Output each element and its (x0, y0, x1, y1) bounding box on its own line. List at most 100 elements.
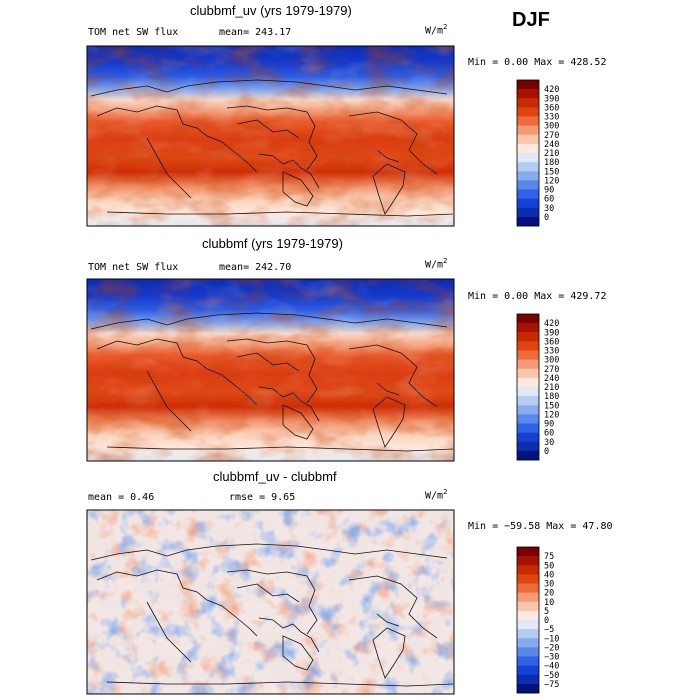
colorbar-swatch (517, 180, 539, 190)
colorbar-swatch (517, 80, 539, 90)
colorbar-tick-label: −20 (544, 643, 559, 653)
colorbar-tick-label: 30 (544, 580, 554, 590)
colorbar-swatch (517, 98, 539, 108)
colorbar-swatch (517, 574, 539, 584)
colorbar-swatch (517, 601, 539, 612)
colorbar-swatch (517, 450, 539, 461)
colorbar-tick-label: 390 (544, 328, 559, 338)
colorbar-swatch (517, 674, 539, 685)
colorbar-tick-label: −30 (544, 653, 559, 663)
colorbar-tick-label: 60 (544, 429, 554, 439)
colorbar-tick-label: 390 (544, 94, 559, 104)
colorbar-swatch (517, 405, 539, 415)
colorbar-swatch (517, 565, 539, 575)
colorbar-swatch (517, 153, 539, 163)
colorbar-tick-label: 270 (544, 365, 559, 375)
colorbar-swatch (517, 629, 539, 639)
colorbar-tick-label: 20 (544, 589, 554, 599)
colorbar-tick-label: 90 (544, 420, 554, 430)
colorbar-swatch (517, 432, 539, 443)
colorbar-tick-label: 50 (544, 561, 554, 571)
panel2-minmax: Min = 0.00 Max = 429.72 (468, 291, 607, 302)
colorbar-tick-label: 120 (544, 410, 559, 420)
colorbar-tick-label: 90 (544, 186, 554, 196)
colorbar-tick-label: −10 (544, 634, 559, 644)
colorbar-tick-label: −5 (544, 625, 554, 635)
panel1-minmax: Min = 0.00 Max = 428.52 (468, 57, 607, 68)
colorbar-tick-label: 360 (544, 103, 559, 113)
colorbar-swatch (517, 647, 539, 657)
colorbar-tick-label: 120 (544, 176, 559, 186)
colorbar-tick-label: 210 (544, 149, 559, 159)
colorbar-frame (516, 79, 540, 227)
colorbar-swatch (517, 414, 539, 424)
colorbar-swatch (517, 396, 539, 406)
colorbar-tick-label: 30 (544, 438, 554, 448)
colorbar-swatch (517, 216, 539, 227)
colorbar-tick-label: 10 (544, 598, 554, 608)
colorbar-tick-label: 330 (544, 113, 559, 123)
colorbar-tick-label: 40 (544, 570, 554, 580)
colorbar-tick-label: −40 (544, 662, 559, 672)
colorbar-tick-label: 240 (544, 140, 559, 150)
colorbar-swatch (517, 441, 539, 452)
colorbar-tick-label: 420 (544, 319, 559, 329)
panel3-mean-label: mean = 0.46 (88, 492, 155, 503)
colorbar-tick-label: 180 (544, 158, 559, 168)
colorbar-swatch (517, 665, 539, 676)
colorbar-tick-label: 0 (544, 447, 549, 457)
colorbar-swatch (517, 134, 539, 145)
panel2-mean-label: mean= 242.70 (219, 262, 292, 273)
colorbar-frame (516, 313, 540, 461)
colorbar-swatch (517, 423, 539, 433)
panel1-variable-label: TOM net SW flux (88, 27, 179, 38)
colorbar-tick-label: 270 (544, 131, 559, 141)
panel2-map (86, 278, 455, 462)
colorbar-tick-label: 75 (544, 552, 554, 562)
panel3-units: W/m2 (425, 488, 448, 502)
colorbar-tick-label: 150 (544, 167, 559, 177)
colorbar-tick-label: 5 (544, 607, 549, 617)
panel3-map (86, 509, 455, 695)
colorbar-tick-label: 330 (544, 347, 559, 357)
colorbar-swatch (517, 314, 539, 324)
colorbar-swatch (517, 583, 539, 593)
colorbar-swatch (517, 556, 539, 566)
colorbar-tick-label: 420 (544, 85, 559, 95)
colorbar-swatch (517, 143, 539, 154)
panel1-title: clubbmf_uv (yrs 1979-1979) (190, 3, 352, 18)
colorbar-tick-label: −50 (544, 671, 559, 681)
colorbar-swatch (517, 387, 539, 397)
panel3-title: clubbmf_uv - clubbmf (213, 469, 337, 484)
colorbar-swatch (517, 620, 539, 630)
panel2-variable-label: TOM net SW flux (88, 262, 179, 273)
panel1-units: W/m2 (425, 23, 448, 37)
colorbar-swatch (517, 116, 539, 126)
colorbar-swatch (517, 171, 539, 181)
colorbar-tick-label: 60 (544, 195, 554, 205)
colorbar-swatch (517, 638, 539, 648)
colorbar-swatch (517, 359, 539, 370)
season-label: DJF (512, 9, 550, 31)
colorbar-tick-label: 210 (544, 383, 559, 393)
panel3-minmax: Min = −59.58 Max = 47.80 (468, 521, 613, 532)
panel2-units: W/m2 (425, 257, 448, 271)
colorbar-tick-label: 150 (544, 401, 559, 411)
colorbar-swatch (517, 125, 539, 136)
colorbar-swatch (517, 350, 539, 360)
colorbar-tick-label: 240 (544, 374, 559, 384)
colorbar-swatch (517, 547, 539, 557)
colorbar-swatch (517, 107, 539, 117)
colorbar-swatch (517, 610, 539, 621)
colorbar-tick-label: 0 (544, 616, 549, 626)
colorbar-tick-label: 360 (544, 337, 559, 347)
colorbar-swatch (517, 189, 539, 199)
colorbar-swatch (517, 368, 539, 379)
panel1-mean-label: mean= 243.17 (219, 27, 292, 38)
colorbar-frame (516, 546, 540, 694)
colorbar-swatch (517, 162, 539, 172)
panel3-rmse-label: rmse = 9.65 (229, 492, 296, 503)
